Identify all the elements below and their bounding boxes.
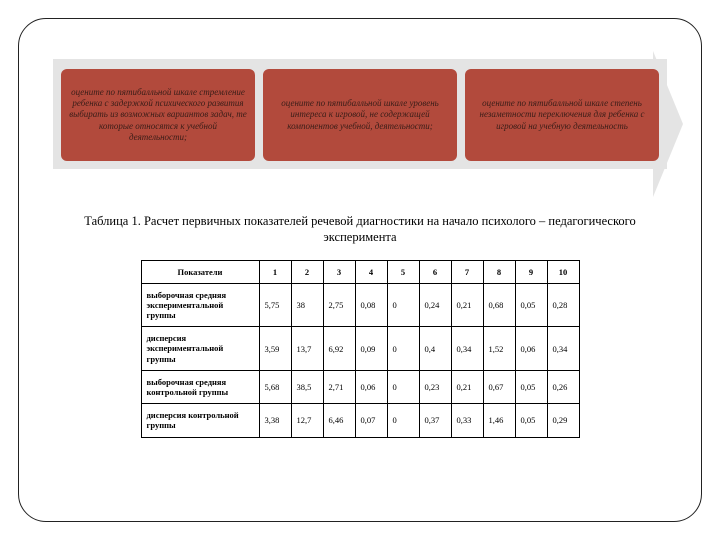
cell: 0,29	[547, 404, 579, 437]
cell: 13,7	[291, 327, 323, 371]
slide-frame: оцените по пятибалльной шкале стремление…	[18, 18, 702, 522]
cell: 0,68	[483, 283, 515, 327]
cell: 1,52	[483, 327, 515, 371]
col-10: 10	[547, 260, 579, 283]
cell: 0,06	[355, 370, 387, 403]
cell: 0,06	[515, 327, 547, 371]
cell: 0,07	[355, 404, 387, 437]
cell: 0,21	[451, 283, 483, 327]
table-row: выборочная средняя контрольной группы5,6…	[141, 370, 579, 403]
col-1: 1	[259, 260, 291, 283]
col-6: 6	[419, 260, 451, 283]
cell: 0,34	[451, 327, 483, 371]
table-row: дисперсия экспериментальной группы3,5913…	[141, 327, 579, 371]
cell: 0,05	[515, 404, 547, 437]
table-caption: Таблица 1. Расчет первичных показателей …	[53, 213, 667, 246]
cell: 0	[387, 327, 419, 371]
cell: 3,38	[259, 404, 291, 437]
col-4: 4	[355, 260, 387, 283]
flow-box-2: оцените по пятибалльной шкале уровень ин…	[263, 69, 457, 161]
cell: 0,37	[419, 404, 451, 437]
cell: 0,08	[355, 283, 387, 327]
table-row: выборочная средняя экспериментальной гру…	[141, 283, 579, 327]
cell: 0,09	[355, 327, 387, 371]
header-label: Показатели	[141, 260, 259, 283]
cell: 0	[387, 404, 419, 437]
cell: 0,21	[451, 370, 483, 403]
flow-box-3: оцените по пятибалльной шкале степень не…	[465, 69, 659, 161]
cell: 0,4	[419, 327, 451, 371]
cell: 5,68	[259, 370, 291, 403]
cell: 38	[291, 283, 323, 327]
row-label: дисперсия контрольной группы	[141, 404, 259, 437]
cell: 0	[387, 283, 419, 327]
cell: 0	[387, 370, 419, 403]
cell: 0,05	[515, 370, 547, 403]
col-8: 8	[483, 260, 515, 283]
cell: 6,46	[323, 404, 355, 437]
data-table: Показатели 1 2 3 4 5 6 7 8 9 10 выборочн…	[141, 260, 580, 438]
cell: 1,46	[483, 404, 515, 437]
col-2: 2	[291, 260, 323, 283]
flow-boxes-row: оцените по пятибалльной шкале стремление…	[53, 69, 667, 161]
col-7: 7	[451, 260, 483, 283]
table-row: дисперсия контрольной группы3,3812,76,46…	[141, 404, 579, 437]
cell: 5,75	[259, 283, 291, 327]
cell: 0,67	[483, 370, 515, 403]
cell: 0,24	[419, 283, 451, 327]
cell: 38,5	[291, 370, 323, 403]
col-9: 9	[515, 260, 547, 283]
cell: 0,26	[547, 370, 579, 403]
cell: 0,23	[419, 370, 451, 403]
cell: 0,34	[547, 327, 579, 371]
row-label: дисперсия экспериментальной группы	[141, 327, 259, 371]
col-5: 5	[387, 260, 419, 283]
cell: 0,28	[547, 283, 579, 327]
table-body: выборочная средняя экспериментальной гру…	[141, 283, 579, 437]
process-flow: оцените по пятибалльной шкале стремление…	[53, 49, 667, 189]
cell: 2,75	[323, 283, 355, 327]
table-header-row: Показатели 1 2 3 4 5 6 7 8 9 10	[141, 260, 579, 283]
row-label: выборочная средняя экспериментальной гру…	[141, 283, 259, 327]
flow-box-1: оцените по пятибалльной шкале стремление…	[61, 69, 255, 161]
row-label: выборочная средняя контрольной группы	[141, 370, 259, 403]
cell: 2,71	[323, 370, 355, 403]
cell: 3,59	[259, 327, 291, 371]
cell: 12,7	[291, 404, 323, 437]
cell: 0,05	[515, 283, 547, 327]
col-3: 3	[323, 260, 355, 283]
cell: 0,33	[451, 404, 483, 437]
cell: 6,92	[323, 327, 355, 371]
